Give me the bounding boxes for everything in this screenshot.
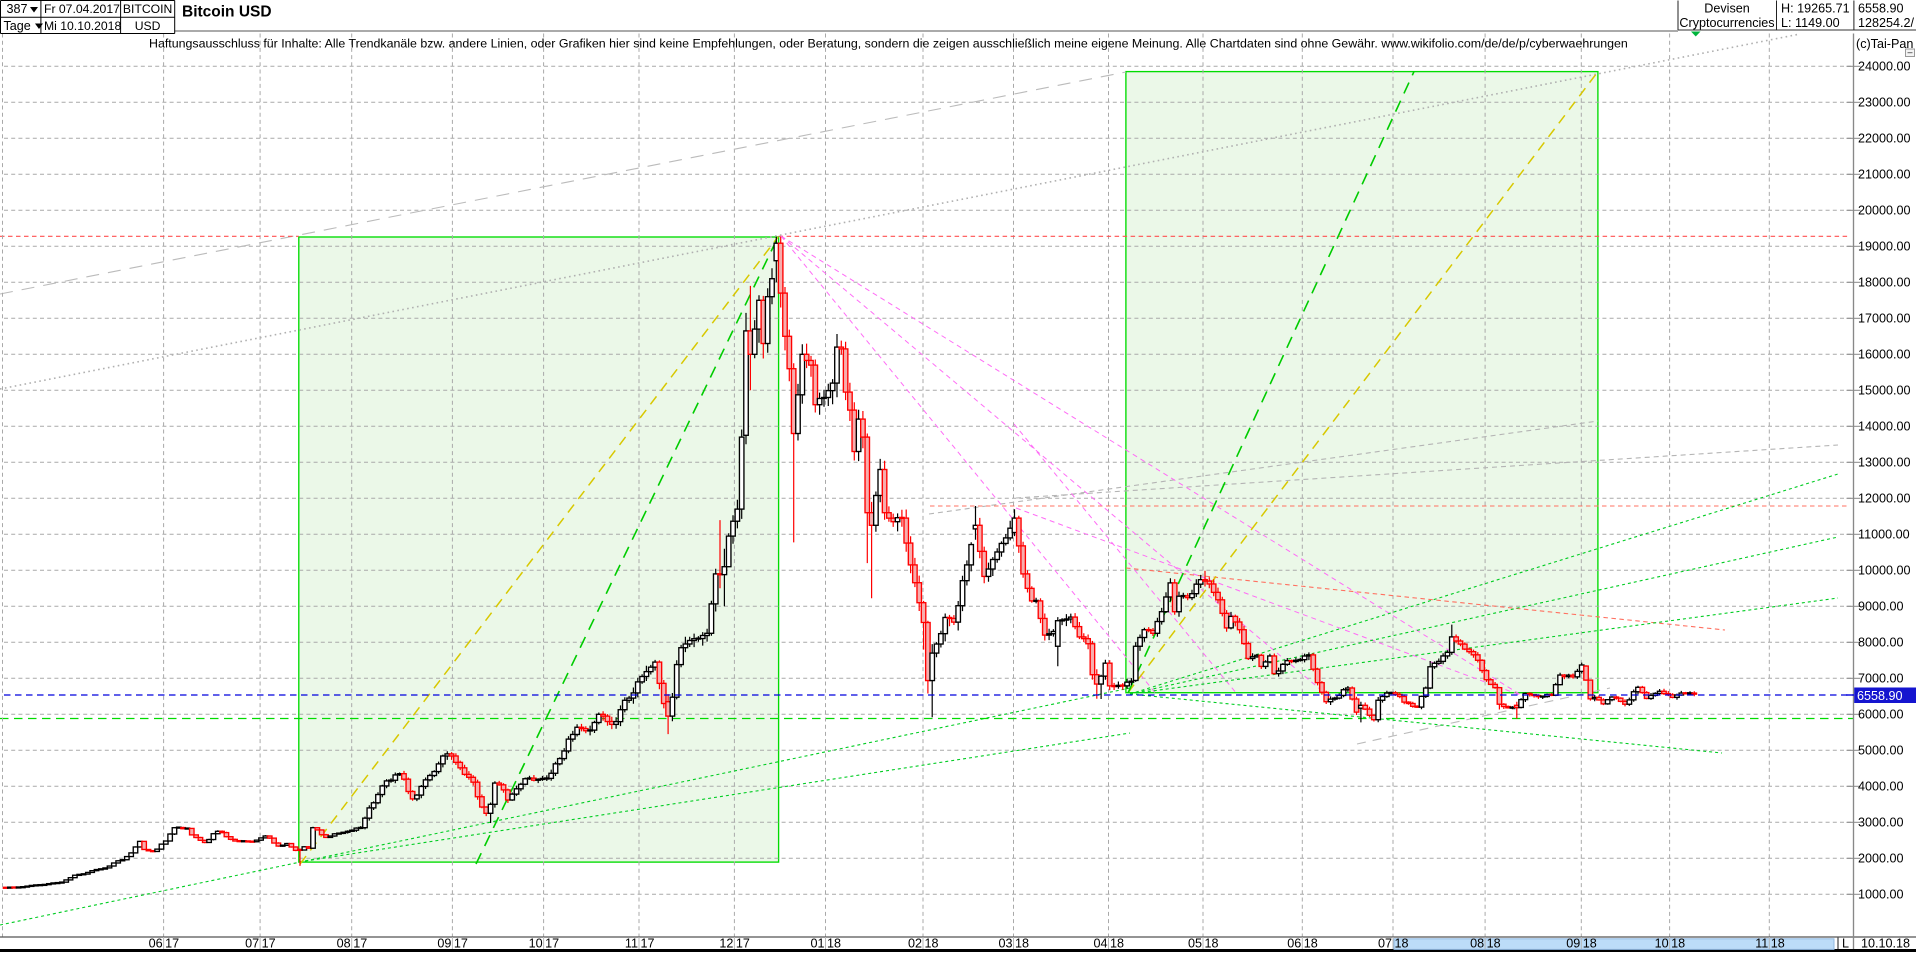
svg-text:09: 09 [1566, 937, 1580, 951]
svg-text:2000.00: 2000.00 [1858, 852, 1904, 866]
svg-text:Mi 10.10.2018: Mi 10.10.2018 [44, 19, 121, 33]
svg-text:18: 18 [1304, 937, 1318, 951]
svg-text:17000.00: 17000.00 [1858, 312, 1911, 326]
svg-text:18: 18 [827, 937, 841, 951]
svg-text:Tage: Tage [4, 19, 31, 33]
svg-text:Cryptocurrencies: Cryptocurrencies [1679, 16, 1774, 30]
svg-text:22000.00: 22000.00 [1858, 132, 1911, 146]
svg-text:18: 18 [1771, 937, 1785, 951]
svg-text:12000.00: 12000.00 [1858, 492, 1911, 506]
svg-text:07: 07 [245, 937, 259, 951]
svg-text:6558.90: 6558.90 [1857, 689, 1903, 703]
svg-text:BITCOIN: BITCOIN [123, 2, 172, 16]
svg-text:10: 10 [1655, 937, 1669, 951]
svg-text:(c)Tai-Pan: (c)Tai-Pan [1856, 37, 1913, 51]
svg-text:387: 387 [7, 2, 28, 16]
svg-text:10: 10 [529, 937, 543, 951]
svg-text:Fr 07.04.2017: Fr 07.04.2017 [44, 2, 120, 16]
svg-text:10000.00: 10000.00 [1858, 564, 1911, 578]
svg-text:01: 01 [810, 937, 824, 951]
svg-text:128254.2/: 128254.2/ [1858, 16, 1915, 30]
svg-text:20000.00: 20000.00 [1858, 204, 1911, 218]
svg-text:7000.00: 7000.00 [1858, 672, 1904, 686]
svg-text:USD: USD [135, 19, 161, 33]
svg-text:3000.00: 3000.00 [1858, 816, 1904, 830]
svg-text:H: 19265.71: H: 19265.71 [1781, 2, 1850, 16]
svg-text:5000.00: 5000.00 [1858, 744, 1904, 758]
svg-text:18: 18 [1583, 937, 1597, 951]
svg-text:07: 07 [1378, 937, 1392, 951]
svg-text:16000.00: 16000.00 [1858, 348, 1911, 362]
svg-text:Haftungsausschluss für Inhalte: Haftungsausschluss für Inhalte: Alle Tre… [149, 37, 1628, 51]
svg-text:03: 03 [998, 937, 1012, 951]
svg-text:6558.90: 6558.90 [1858, 2, 1904, 16]
svg-text:11: 11 [625, 937, 638, 951]
svg-text:18: 18 [1205, 937, 1219, 951]
svg-text:24000.00: 24000.00 [1858, 60, 1911, 74]
svg-text:23000.00: 23000.00 [1858, 96, 1911, 110]
svg-text:17: 17 [262, 937, 276, 951]
svg-text:18: 18 [1015, 937, 1029, 951]
svg-text:L: 1149.00: L: 1149.00 [1781, 16, 1840, 30]
svg-text:17: 17 [736, 937, 750, 951]
svg-text:1000.00: 1000.00 [1858, 888, 1904, 902]
svg-text:14000.00: 14000.00 [1858, 420, 1911, 434]
svg-text:18: 18 [1671, 937, 1685, 951]
svg-text:9000.00: 9000.00 [1858, 600, 1904, 614]
svg-text:13000.00: 13000.00 [1858, 456, 1911, 470]
svg-text:17: 17 [545, 937, 559, 951]
svg-text:05: 05 [1188, 937, 1202, 951]
svg-text:11000.00: 11000.00 [1858, 528, 1910, 542]
svg-text:08: 08 [337, 937, 351, 951]
svg-text:18: 18 [925, 937, 939, 951]
svg-text:18000.00: 18000.00 [1858, 276, 1911, 290]
svg-text:17: 17 [353, 937, 367, 951]
svg-text:Bitcoin USD: Bitcoin USD [182, 4, 272, 21]
svg-text:19000.00: 19000.00 [1858, 240, 1911, 254]
svg-text:17: 17 [454, 937, 468, 951]
svg-text:18: 18 [1395, 937, 1409, 951]
svg-text:17: 17 [641, 937, 655, 951]
svg-text:09: 09 [437, 937, 451, 951]
svg-text:8000.00: 8000.00 [1858, 636, 1904, 650]
svg-text:Devisen: Devisen [1704, 2, 1750, 16]
svg-text:4000.00: 4000.00 [1858, 780, 1904, 794]
svg-text:18: 18 [1110, 937, 1124, 951]
svg-text:11: 11 [1755, 937, 1768, 951]
svg-text:18: 18 [1487, 937, 1501, 951]
svg-text:21000.00: 21000.00 [1858, 168, 1911, 182]
svg-text:02: 02 [908, 937, 922, 951]
svg-text:L: L [1842, 937, 1849, 951]
svg-text:08: 08 [1470, 937, 1484, 951]
svg-text:17: 17 [165, 937, 179, 951]
svg-text:06: 06 [149, 937, 163, 951]
svg-text:12: 12 [719, 937, 733, 951]
svg-text:15000.00: 15000.00 [1858, 384, 1911, 398]
svg-text:06: 06 [1287, 937, 1301, 951]
svg-text:6000.00: 6000.00 [1858, 708, 1904, 722]
svg-text:10.10.18: 10.10.18 [1861, 937, 1910, 951]
svg-text:04: 04 [1093, 937, 1107, 951]
